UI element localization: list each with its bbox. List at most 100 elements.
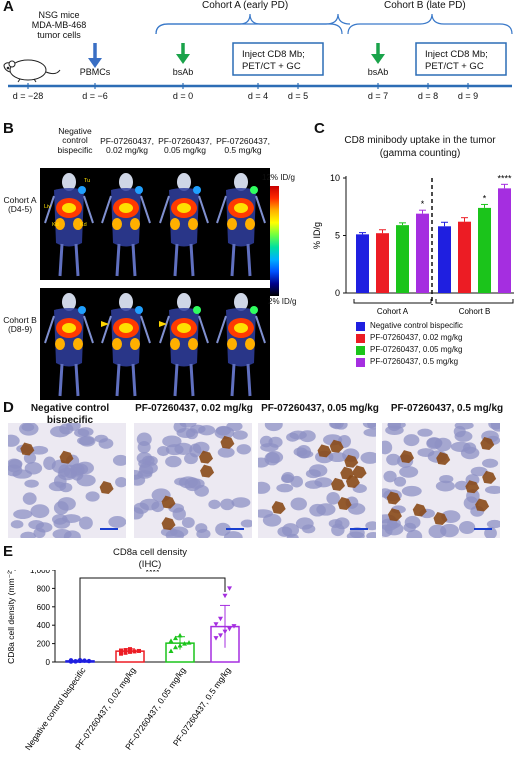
ihc-image [8,423,126,538]
y-tick-label: 200 [37,640,51,649]
mouse-icon [3,59,61,83]
arrowhead-marker [101,321,109,327]
data-point [213,636,219,641]
row-label-name: Cohort A [3,195,37,205]
pet-scan-graphic [44,293,94,397]
legend-label: PF-07260437, 0.02 mg/kg [370,333,463,342]
day-label: d = 5 [287,91,309,101]
y-tick-label: 600 [37,603,51,612]
col-header-0-line: Negative [58,126,92,136]
data-point [128,647,132,652]
bar [376,233,389,293]
row-label-cohort-a: Cohort A (D4-5) [0,195,40,215]
data-point [227,586,232,591]
chart-c-title: CD8 minibody uptake in the tumor [344,135,496,146]
pbmc-arrow-icon [88,43,102,68]
ihc-tissue-graphic [134,423,252,538]
bar [438,226,451,293]
y-axis-label: % ID/g [312,222,322,249]
data-point [218,633,223,638]
day-label: d = −28 [12,91,44,101]
group-bracket [435,299,514,304]
y-tick-label: 400 [37,621,51,630]
pet-image: Tu Liv Kd Kd [40,168,98,280]
y-tick-label: 0 [46,658,51,667]
col-header-0: Negative control bispecific [40,126,110,155]
legend-entry: PF-07260437, 0.5 mg/kg [356,357,458,367]
pet-scan-graphic [216,293,266,397]
pet-scan-graphic [101,293,151,397]
legend-entry: PF-07260437, 0.02 mg/kg [356,333,463,343]
y-tick-label: 800 [37,584,51,593]
data-point [222,593,228,599]
inject-label-a-1: Inject CD8 Mb; [242,49,305,60]
data-point [173,644,178,650]
scale-bottom-label: 2% ID/g [268,297,297,306]
panel-a-letter: A [3,0,14,15]
data-point [186,640,192,645]
data-point [86,658,92,664]
y-tick-label: 5 [335,231,340,241]
timeline-diagram [3,13,513,89]
significance-marker: * [421,199,425,209]
mouse-label-line-2: MDA-MB-468 [31,19,87,30]
data-point [119,648,123,653]
data-point [218,616,223,622]
y-tick-label: 0 [335,288,340,298]
col-header-3: PF-07260437, 0.5 mg/kg [208,136,278,156]
group-label: Cohort A [377,307,409,316]
significance-marker: * [483,193,487,203]
col-header-1-line: 0.02 mg/kg [105,145,149,156]
data-point [132,649,137,654]
legend-swatch [356,322,365,331]
bsab-arrow-icon-a [176,43,190,64]
bar [396,225,409,293]
pet-image [212,168,270,280]
significance-bracket [79,577,226,659]
ihc-tissue-graphic [382,423,500,538]
data-point [77,657,83,663]
col-header-1: PF-07260437, 0.02 mg/kg [92,136,162,156]
bar [416,213,429,293]
pet-image [155,288,213,400]
data-point [168,648,174,653]
data-point [168,638,174,643]
ihc-image [258,423,376,538]
pet-scan-graphic: Tu Liv Kd Kd [44,173,94,277]
mouse-label: NSG mice MDA-MB-468 tumor cells [24,10,94,41]
pet-image [40,288,98,400]
ihc-image [134,423,252,538]
panel-b-letter: B [3,120,14,137]
pet-image [97,168,155,280]
panel-e-letter: E [3,543,14,560]
legend-label: Negative control bispecific [370,321,463,330]
inject-label-b: Inject CD8 Mb; PET/CT + GC [425,49,488,73]
inject-box-a [232,42,324,76]
col-header-0-line: bispecific [57,144,93,155]
pet-scan-graphic [159,293,209,397]
inject-box-b [415,42,507,76]
significance-marker: **** [497,173,512,183]
significance-marker: **** [145,570,160,577]
ihc-label-0: Negative control bispecific [10,403,130,427]
ihc-label-2: PF-07260437, 0.05 mg/kg [261,403,379,414]
inject-label-b-1: Inject CD8 Mb; [425,49,488,60]
ihc-label-3: PF-07260437, 0.5 mg/kg [390,403,504,414]
pet-image [97,288,155,400]
scale-top-label: 12% ID/g [262,173,295,182]
day-label: d = 9 [457,91,479,101]
row-label-name: Cohort B [3,315,37,325]
pet-scan-graphic [101,173,151,277]
group-bracket [353,299,432,304]
legend-swatch [356,334,365,343]
col-header-2: PF-07260437, 0.05 mg/kg [150,136,220,156]
data-point [213,622,219,627]
arrowhead-marker [159,321,167,327]
chart-c-subtitle: (gamma counting) [379,148,461,159]
legend-label: PF-07260437, 0.05 mg/kg [370,345,463,354]
row-label-cohort-b: Cohort B (D8-9) [0,315,40,335]
panel-c-letter: C [314,120,325,137]
cohort-b-bracket [347,13,513,35]
data-point [68,658,74,663]
